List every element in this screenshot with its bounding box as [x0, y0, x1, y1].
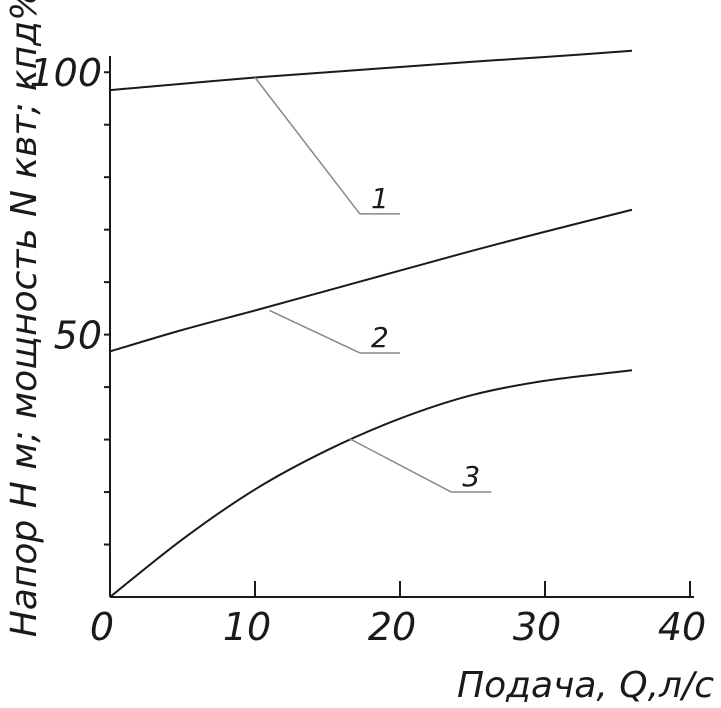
series-label-1: 1	[371, 182, 389, 215]
leader-line-1	[254, 77, 361, 215]
leader-line-2	[269, 309, 361, 354]
series-label-3: 3	[462, 460, 480, 493]
series-line-1	[109, 49, 633, 92]
series-group	[109, 49, 633, 598]
x-tick-label: 40	[658, 605, 706, 649]
x-tick-label: 30	[513, 605, 561, 649]
y-tick-label: 50	[54, 314, 102, 358]
x-tick-label: 20	[368, 605, 416, 649]
series-line-2	[109, 208, 633, 353]
series-line-3	[109, 369, 633, 598]
x-tick-label: 0	[90, 605, 114, 649]
labels: 1 2 3	[254, 77, 492, 493]
axes	[109, 56, 694, 598]
y-tick-label: 100	[29, 51, 102, 95]
ticks: 0 10 20 30 40 50 100	[29, 51, 706, 649]
leader-line-3	[348, 437, 452, 493]
y-axis-label: Напор Н м; мощность N квт; кпд%	[4, 0, 45, 637]
x-tick-label: 10	[223, 605, 271, 649]
x-axis-label: Подача, Q,л/с	[457, 665, 714, 706]
series-label-2: 2	[371, 321, 389, 354]
